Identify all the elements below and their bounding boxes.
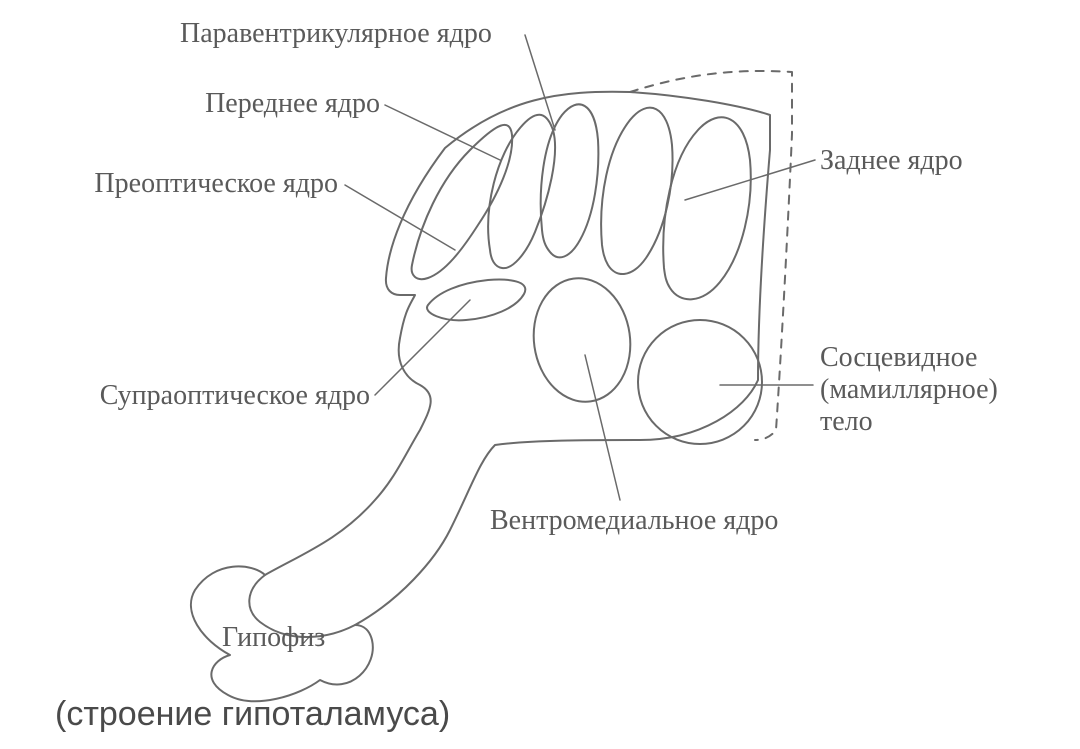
nucleus-paraventricular [541, 104, 599, 257]
label-supraoptic: Супраоптическое ядро [100, 380, 370, 412]
nucleus-mid [601, 108, 672, 274]
nucleus-preoptic [412, 125, 513, 279]
label-hypophysis: Гипофиз [222, 622, 325, 654]
diagram-caption: (строение гипоталамуса) [55, 695, 450, 734]
nucleus-supraoptic [427, 280, 525, 321]
label-paraventricular: Паравентрикулярное ядро [180, 18, 492, 50]
label-posterior: Заднее ядро [820, 145, 963, 177]
label-ventromedial: Вентромедиальное ядро [490, 505, 778, 537]
diagram-stage: Паравентрикулярное ядро Переднее ядро Пр… [0, 0, 1080, 749]
label-mammillary: Сосцевидное (мамиллярное) тело [820, 342, 998, 439]
label-preoptic: Преоптическое ядро [94, 168, 338, 200]
label-anterior: Переднее ядро [205, 88, 380, 120]
nucleus-posterior [663, 117, 751, 299]
